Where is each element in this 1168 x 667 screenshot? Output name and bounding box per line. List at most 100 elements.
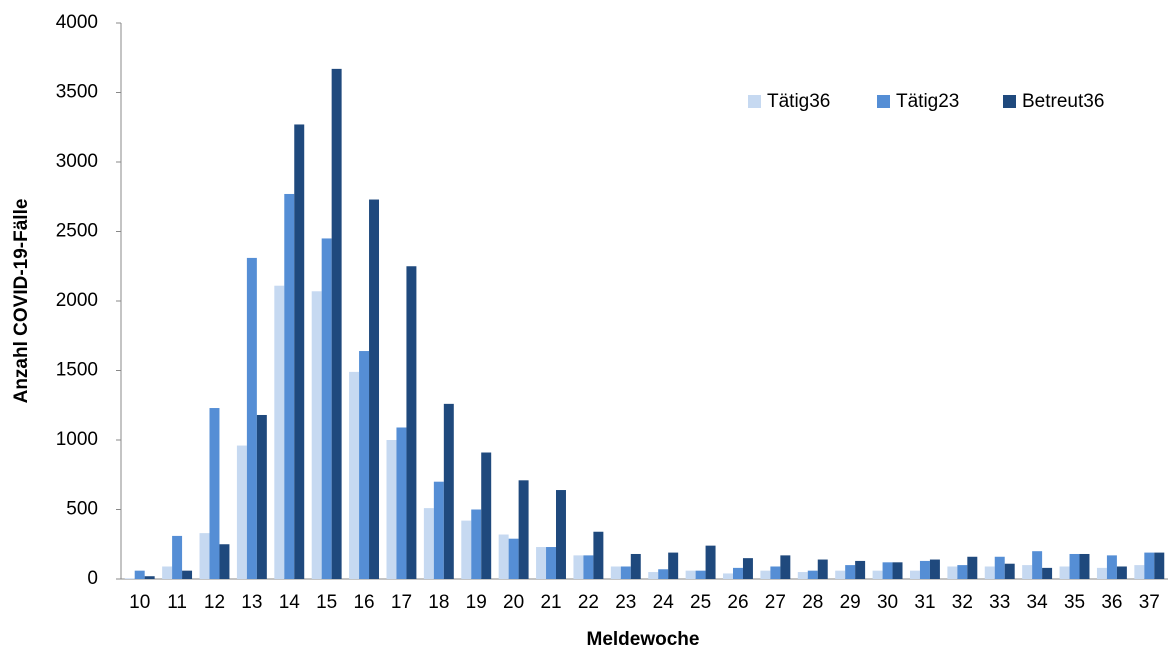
bar xyxy=(311,291,322,579)
x-tick-label: 25 xyxy=(690,592,711,613)
bar xyxy=(648,572,659,579)
bar xyxy=(284,193,295,579)
x-tick-label: 36 xyxy=(1101,592,1122,613)
x-tick-label: 11 xyxy=(167,592,187,613)
x-tick-label: 33 xyxy=(989,592,1010,613)
x-tick-label: 31 xyxy=(914,592,935,613)
bar xyxy=(124,578,135,579)
x-tick-label: 12 xyxy=(204,592,225,613)
bar xyxy=(695,570,706,579)
bar xyxy=(1106,555,1117,579)
bar xyxy=(1134,565,1145,579)
y-tick-label: 2000 xyxy=(56,290,98,311)
bar xyxy=(1032,551,1043,579)
bar xyxy=(760,570,771,579)
bar xyxy=(919,560,930,579)
bar xyxy=(498,534,509,579)
x-tick-label: 20 xyxy=(503,592,524,613)
x-tick-label: 21 xyxy=(540,592,561,613)
x-tick-label: 19 xyxy=(466,592,487,613)
y-tick-label: 3500 xyxy=(56,82,98,103)
bar xyxy=(1096,567,1107,579)
bar xyxy=(396,427,407,579)
bar xyxy=(162,566,173,579)
bar xyxy=(892,562,903,579)
legend-label: Tätig23 xyxy=(896,91,959,112)
bar xyxy=(219,544,230,579)
x-tick-label: 16 xyxy=(353,592,374,613)
x-tick-label: 35 xyxy=(1064,592,1085,613)
bar xyxy=(620,566,631,579)
x-tick-label: 37 xyxy=(1139,592,1160,613)
bar xyxy=(331,68,342,580)
bar xyxy=(882,562,893,579)
bar xyxy=(246,257,257,579)
bar xyxy=(546,547,557,579)
x-tick-label: 34 xyxy=(1027,592,1049,613)
bar xyxy=(1116,566,1127,579)
bar xyxy=(1004,563,1015,579)
x-tick-label: 13 xyxy=(241,592,262,613)
bar xyxy=(780,555,791,579)
bar xyxy=(359,351,370,579)
bar xyxy=(182,570,193,579)
bar xyxy=(855,560,866,579)
x-tick-label: 15 xyxy=(316,592,337,613)
x-tick-label: 32 xyxy=(952,592,973,613)
x-tick-label: 29 xyxy=(840,592,861,613)
bar xyxy=(134,570,145,579)
bar xyxy=(236,445,247,579)
bar xyxy=(508,538,519,579)
y-tick-label: 2500 xyxy=(56,221,98,242)
bar xyxy=(909,570,920,579)
x-tick-label: 26 xyxy=(727,592,748,613)
y-tick-label: 500 xyxy=(66,499,98,520)
bar xyxy=(471,509,482,579)
bar xyxy=(349,371,360,579)
x-tick-label: 23 xyxy=(615,592,636,613)
bar xyxy=(536,547,547,579)
bar xyxy=(957,565,968,579)
bar xyxy=(294,124,305,579)
x-tick-label: 30 xyxy=(877,592,898,613)
y-axis-label: Anzahl COVID-19-Fälle xyxy=(11,199,32,404)
y-tick-label: 1000 xyxy=(56,429,98,450)
legend-label: Tätig36 xyxy=(767,91,830,112)
bar xyxy=(274,285,285,579)
x-tick-label: 24 xyxy=(653,592,675,613)
legend-swatch xyxy=(1003,95,1016,108)
bar xyxy=(1022,565,1033,579)
bar xyxy=(685,570,696,579)
bar xyxy=(433,481,444,579)
bar xyxy=(573,555,584,579)
bar xyxy=(406,266,417,579)
legend-label: Betreut36 xyxy=(1022,91,1104,112)
bar xyxy=(209,408,220,579)
bar xyxy=(461,520,472,579)
bar xyxy=(593,531,604,579)
bar xyxy=(1069,553,1080,579)
bar xyxy=(817,559,828,579)
bar xyxy=(723,573,733,579)
x-axis-label: Meldewoche xyxy=(587,629,700,650)
x-tick-label: 18 xyxy=(428,592,449,613)
bar xyxy=(1144,552,1155,579)
bar xyxy=(583,555,594,579)
bar xyxy=(668,552,679,579)
bar xyxy=(732,567,743,579)
bar xyxy=(658,569,669,579)
legend-swatch xyxy=(877,95,890,108)
bar xyxy=(947,566,958,579)
bar xyxy=(321,238,332,579)
bar xyxy=(845,565,856,579)
bar xyxy=(199,533,210,579)
bar xyxy=(872,570,883,579)
bar xyxy=(1042,567,1053,579)
bar xyxy=(256,414,267,579)
bar xyxy=(994,556,1005,579)
bar xyxy=(172,535,183,579)
bar xyxy=(443,403,454,579)
bar xyxy=(742,558,753,579)
bar xyxy=(797,572,808,579)
